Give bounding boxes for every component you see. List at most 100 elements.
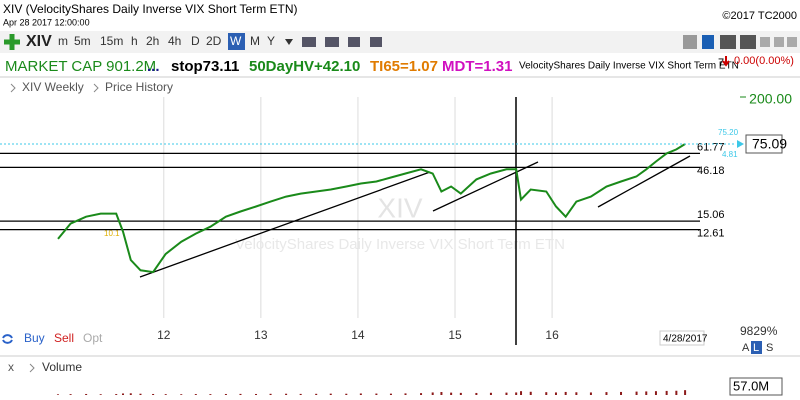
volume-bar [459,392,462,395]
timeframe[interactable]: D [191,34,200,48]
volume-bar [315,393,318,395]
volume-bar [69,394,72,395]
last-date: 4/28/2017 [663,334,708,345]
volume-title: Volume [42,360,82,374]
volume-bar [665,390,668,395]
volume-bar [85,393,88,395]
flag[interactable]: S [766,342,773,354]
timeframe[interactable]: 2h [146,34,159,48]
volume-bar [654,391,657,395]
level-label: 61.77 [697,141,725,153]
volume-bar [554,392,557,395]
volume-bar [440,392,443,395]
last-price: 75.09 [752,136,787,152]
volume-bar [269,393,272,395]
percent: 9829% [740,324,778,338]
volume-bar [589,392,592,395]
y-tick-label: 200.00 [749,91,792,107]
volume-bar [564,391,567,395]
buy-button[interactable]: Buy [24,331,45,345]
watermark-name: VelocityShares Daily Inverse VIX Short T… [235,236,565,253]
volume-bar [209,394,212,395]
copyright: ©2017 TC2000 [722,10,797,22]
ellipsis: ... [147,58,160,75]
volume-bar [99,394,102,395]
mdt: MDT=1.31 [442,58,512,75]
timeframe[interactable]: m [58,34,68,48]
volume-bar [56,394,59,395]
annotation: 4.81 [722,150,738,159]
volume-bar [645,391,648,395]
x-tick-label: 12 [157,328,171,342]
volume-bar [404,393,407,395]
volume-bar [129,393,132,395]
price-box [745,134,783,154]
volume-bar [329,393,332,395]
volume-bar [122,393,125,395]
volume-bar [164,394,167,395]
flag-bg [751,341,762,354]
level-label: 46.18 [697,165,725,177]
level-label: 12.61 [697,228,725,240]
legend-chevron [93,83,99,93]
volume-box [729,377,783,396]
timeframe[interactable]: W [230,34,242,48]
x-tick-label: 15 [448,328,462,342]
flag[interactable]: A [742,342,750,354]
volume-bar [450,392,453,395]
volume-bar [359,393,362,395]
level-label: 15.06 [697,209,725,221]
symbol[interactable]: XIV [26,33,52,50]
window-title: XIV (VelocityShares Daily Inverse VIX Sh… [3,2,298,16]
sell-button[interactable]: Sell [54,331,74,345]
volume-bar [605,392,608,395]
volume-bar [684,390,687,395]
timeframe[interactable]: h [131,34,138,48]
annotation: 10.1 [104,229,120,238]
volume-bar [224,393,227,395]
flag[interactable]: L [753,342,759,354]
close-panel[interactable]: x [8,360,14,374]
timeframe[interactable]: 2D [206,34,222,48]
x-tick-label: 14 [351,328,365,342]
volume-bar [515,392,518,395]
toolbar-icons [302,35,797,49]
volume-bar [345,393,348,395]
change: 0.00(0.00%) [734,55,794,67]
timeframe[interactable]: 4h [168,34,181,48]
annotation: 75.20 [718,128,739,137]
timeframe[interactable]: 5m [74,34,91,48]
trendlines [139,155,691,278]
opt-button[interactable]: Opt [83,331,103,345]
volume-bar [675,390,678,395]
security-name: VelocityShares Daily Inverse VIX Short T… [519,61,739,72]
volume-bar [431,392,434,395]
ti65: TI65=1.07 [370,58,438,75]
toolbar-bg [0,31,800,53]
volume-bar [505,392,508,395]
volume-bar [285,393,288,395]
volume-bar [180,394,183,395]
timeframe[interactable]: M [250,34,260,48]
add-icon[interactable] [4,34,20,50]
timeframe[interactable]: 15m [100,34,123,48]
volume-bar [239,393,242,395]
legend-study: Price History [105,80,173,94]
trade-icon[interactable] [2,334,13,344]
volume-bar [389,393,392,395]
x-tick-label: 16 [545,328,559,342]
date-box [659,330,705,346]
volume-bar [152,393,155,395]
x-tick-label: 13 [254,328,268,342]
watermark-symbol: XIV [377,192,422,223]
market-cap: MARKET CAP 901.2M [5,58,156,75]
legend-series: XIV Weekly [22,80,84,94]
legend-chevron [10,83,16,93]
hv: 50DayHV+42.10 [249,58,360,75]
count: 7 [718,57,724,69]
dropdown[interactable] [285,39,293,45]
timeframe[interactable]: Y [267,34,275,48]
volume-bar [375,393,378,395]
volume-bar [115,394,118,395]
